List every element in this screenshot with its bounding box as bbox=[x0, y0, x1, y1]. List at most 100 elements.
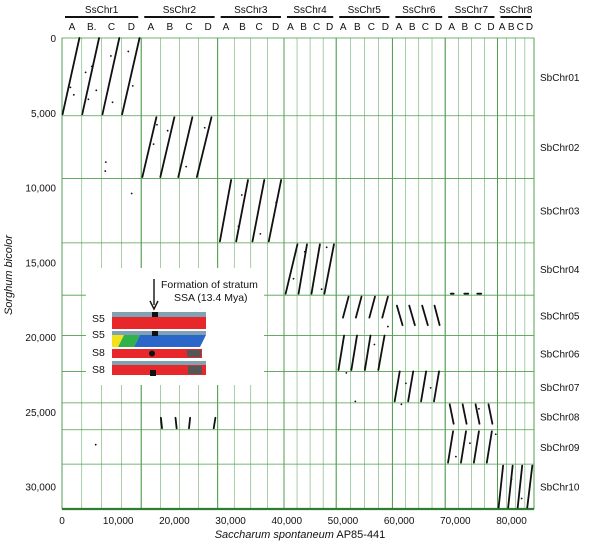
scatter-point bbox=[166, 129, 169, 132]
scatter-point bbox=[387, 325, 389, 328]
synteny-block bbox=[516, 464, 524, 509]
ss-subgenome-label: D bbox=[128, 22, 135, 33]
synteny-block bbox=[485, 430, 493, 464]
y-tick-label: 20,000 bbox=[25, 333, 56, 344]
ss-subgenome-label: B bbox=[354, 22, 361, 33]
synteny-block bbox=[337, 334, 345, 371]
x-axis-label-rest: AP85-441 bbox=[334, 529, 385, 541]
scatter-point bbox=[325, 246, 328, 249]
ss-subgenome-label: A bbox=[499, 22, 506, 33]
ss-chromosome-name: SsChr1 bbox=[85, 5, 119, 16]
scatter-point bbox=[131, 84, 134, 87]
ss-subgenome-label: C bbox=[474, 22, 481, 33]
ss-subgenome-label: B bbox=[167, 22, 174, 33]
synteny-block bbox=[310, 243, 321, 295]
x-axis-label: Saccharum spontaneum AP85-441 bbox=[215, 529, 386, 541]
x-tick-label: 70,000 bbox=[440, 516, 471, 527]
sb-chromosome-label: SbChr05 bbox=[540, 311, 580, 322]
synteny-block bbox=[81, 37, 100, 116]
x-tick-label: 0 bbox=[59, 516, 65, 527]
synteny-block bbox=[61, 37, 81, 116]
ss-subgenome-label: C bbox=[517, 22, 524, 33]
synteny-block bbox=[141, 116, 158, 178]
synteny-block bbox=[159, 416, 163, 430]
y-tick-label: 30,000 bbox=[25, 483, 56, 494]
synteny-block bbox=[497, 464, 504, 509]
synteny-block bbox=[267, 179, 283, 243]
ss-subgenome-label: C bbox=[422, 22, 429, 33]
y-tick-label: 0 bbox=[50, 34, 56, 45]
synteny-block bbox=[363, 334, 372, 371]
ss-subgenome-label: C bbox=[368, 22, 375, 33]
synteny-block bbox=[487, 403, 494, 425]
annotation-line-1: Formation of stratum bbox=[161, 279, 258, 291]
scatter-point bbox=[478, 407, 480, 410]
sb-chromosome-label: SbChr02 bbox=[540, 143, 580, 154]
synteny-block bbox=[368, 295, 376, 319]
synteny-block bbox=[284, 243, 299, 295]
ss-subgenome-label: D bbox=[382, 22, 389, 33]
synteny-block bbox=[526, 464, 534, 509]
scatter-point bbox=[111, 101, 114, 104]
scatter-point bbox=[84, 71, 87, 74]
ss-subgenome-label: A bbox=[223, 22, 230, 33]
scatter-point bbox=[345, 372, 348, 374]
synteny-block bbox=[393, 370, 401, 403]
stratum-inset: Formation of stratum SSA (13.4 Mya) S5 S… bbox=[86, 268, 264, 385]
ss-subgenome-label: C bbox=[313, 22, 320, 33]
scatter-point bbox=[130, 192, 133, 195]
ss-subgenome-label: D bbox=[326, 22, 333, 33]
scatter-point bbox=[494, 433, 497, 436]
scatter-point bbox=[87, 98, 90, 101]
scatter-point bbox=[203, 126, 206, 129]
y-tick-label: 10,000 bbox=[25, 184, 56, 195]
synteny-block bbox=[218, 179, 233, 243]
scatter-point bbox=[104, 161, 107, 164]
ss-subgenome-label: B bbox=[300, 22, 307, 33]
scatter-point bbox=[404, 382, 407, 385]
synteny-block bbox=[507, 464, 514, 509]
ss-chromosome-name: SsChr6 bbox=[402, 5, 436, 16]
x-tick-label: 10,000 bbox=[103, 516, 134, 527]
sb-chromosome-labels: SbChr01 SbChr02 SbChr03 SbChr04 SbChr05 SbChr… bbox=[540, 73, 580, 494]
synteny-block bbox=[461, 403, 468, 425]
ss-subgenome-label: A bbox=[396, 22, 403, 33]
synteny-block bbox=[420, 370, 428, 403]
sb-chromosome-label: SbChr08 bbox=[540, 412, 580, 423]
synteny-block bbox=[407, 370, 415, 403]
synteny-block bbox=[474, 403, 481, 425]
ss-subgenome-label: B bbox=[508, 22, 515, 33]
synteny-block bbox=[354, 295, 363, 319]
scatter-point bbox=[259, 232, 262, 235]
synteny-block bbox=[377, 334, 386, 371]
y-tick-label: 15,000 bbox=[25, 258, 56, 269]
ss-chromosome-name: SsChr7 bbox=[455, 5, 489, 16]
sb-chromosome-label: SbChr10 bbox=[540, 483, 580, 494]
scatter-point bbox=[69, 86, 72, 89]
x-tick-label: 20,000 bbox=[159, 516, 190, 527]
scatter-point bbox=[510, 478, 513, 480]
scatter-point bbox=[303, 250, 306, 253]
ss-subgenome-label: D bbox=[526, 22, 533, 33]
scatter-point bbox=[152, 143, 155, 146]
synteny-block bbox=[460, 430, 467, 464]
scatter-point bbox=[109, 55, 112, 57]
synteny-block bbox=[251, 179, 266, 243]
sb-chromosome-label: SbChr04 bbox=[540, 265, 580, 276]
track-label-s8-top: S8 bbox=[92, 347, 105, 359]
scatter-point bbox=[104, 170, 107, 172]
sb-chromosome-label: SbChr09 bbox=[540, 443, 580, 454]
ss-subgenome-label: B bbox=[409, 22, 416, 33]
scatter-point bbox=[275, 201, 277, 204]
ss-subgenome-label: C bbox=[255, 22, 262, 33]
ss-subgenome-label: B bbox=[239, 22, 246, 33]
ss-subgenome-label: C bbox=[108, 22, 115, 33]
chromosome-track-s8-top bbox=[112, 349, 202, 358]
sb-chromosome-label: SbChr01 bbox=[540, 73, 580, 84]
track-label-s5-bottom: S5 bbox=[92, 329, 105, 341]
ss-chromosome-name: SsChr4 bbox=[293, 5, 327, 16]
sb-chromosome-label: SbChr03 bbox=[540, 207, 580, 218]
track-label-s8-bottom: S8 bbox=[92, 364, 105, 376]
x-tick-label: 60,000 bbox=[384, 516, 415, 527]
